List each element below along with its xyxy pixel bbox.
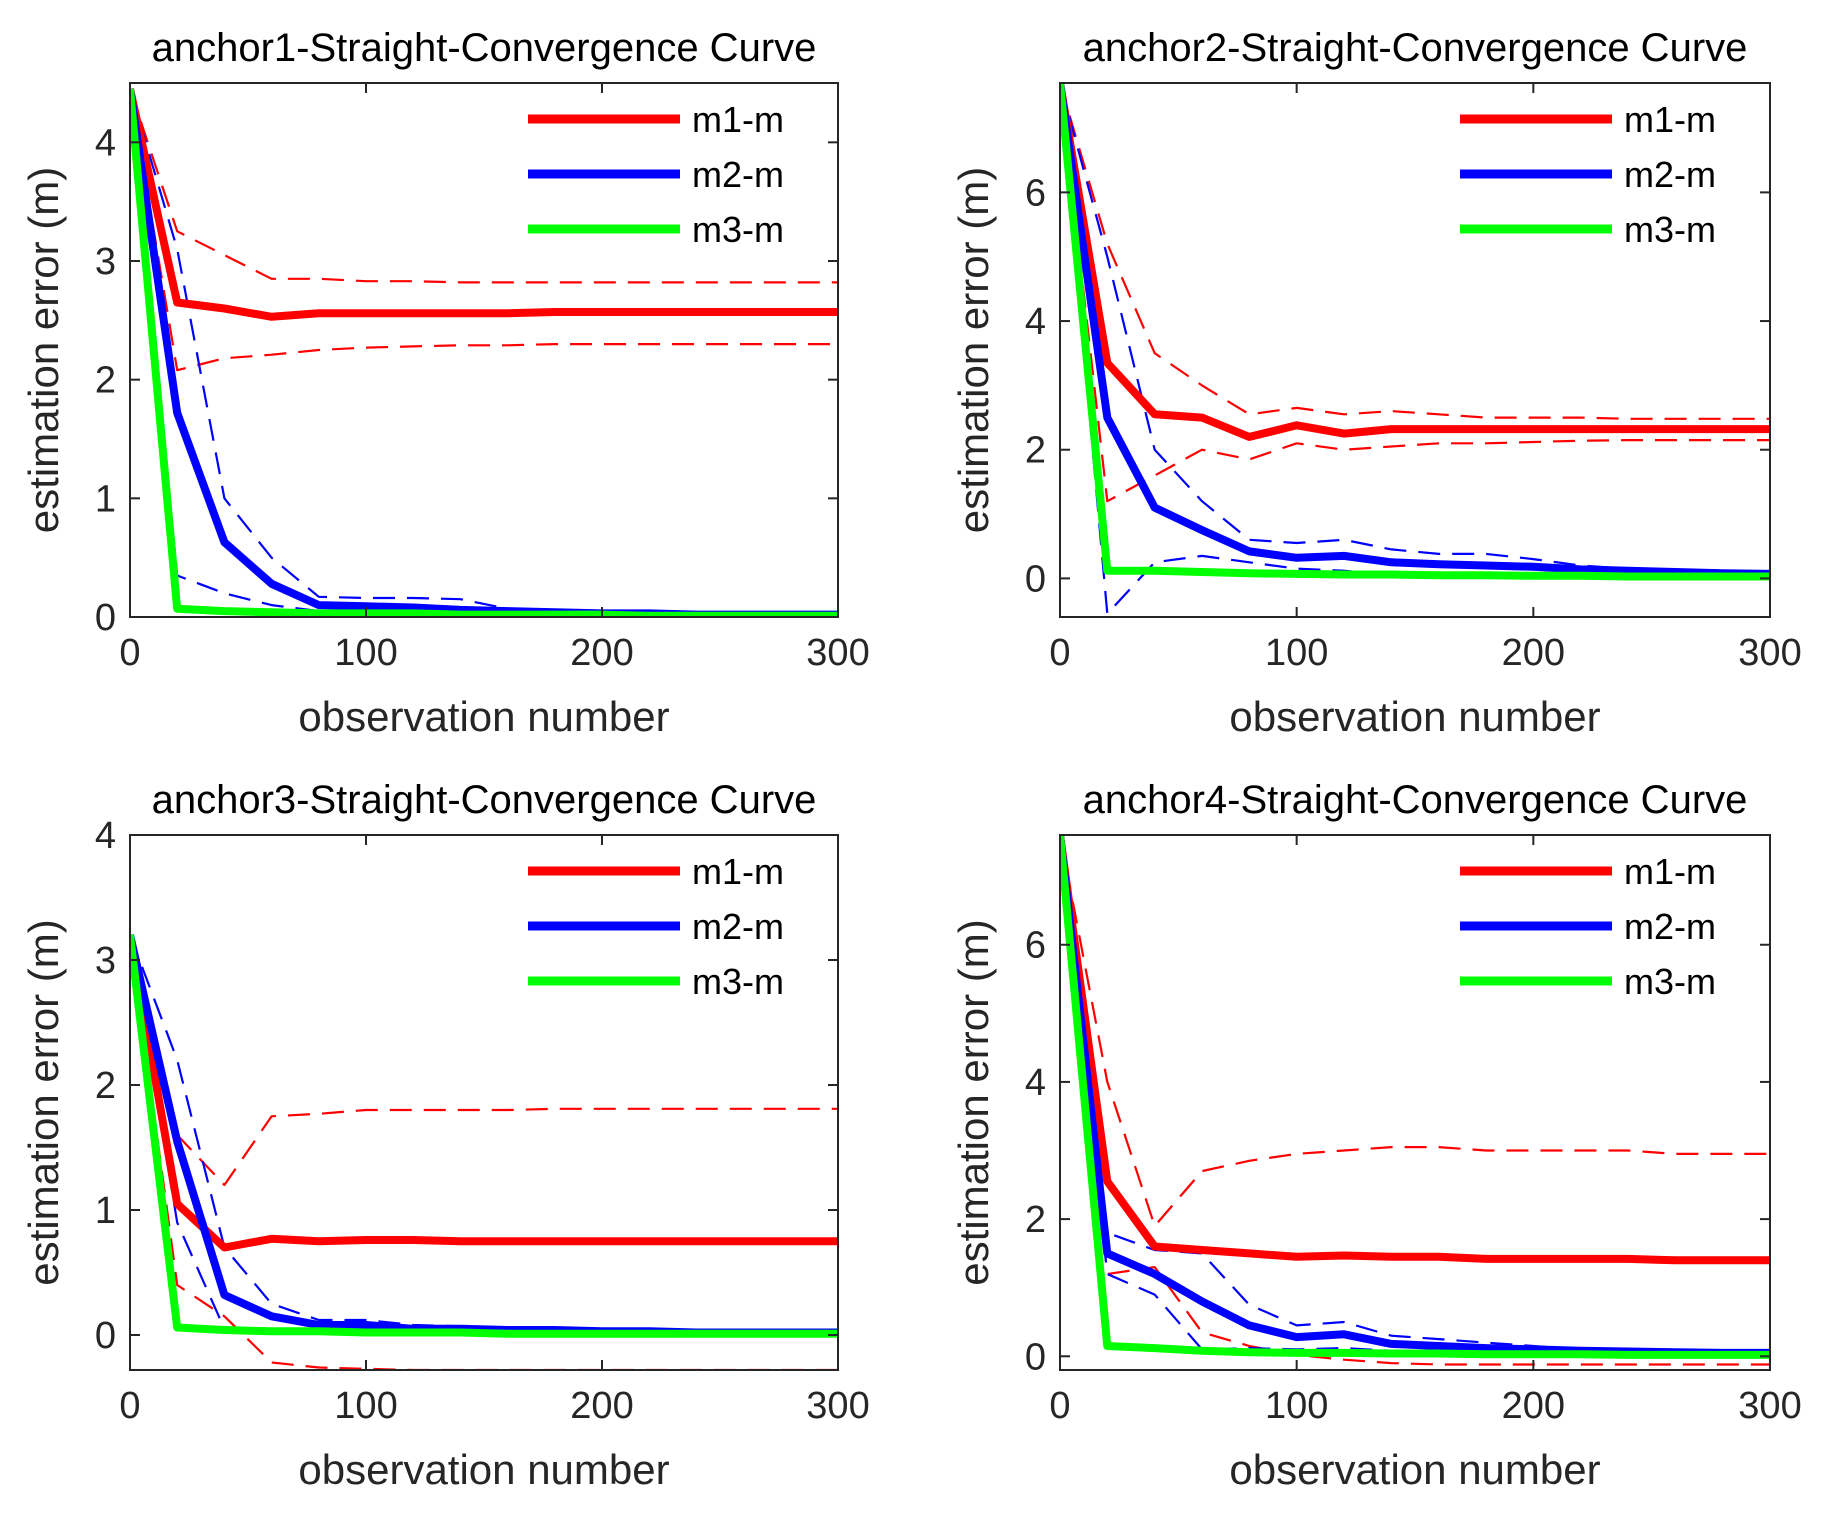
x-tick-label: 100	[1265, 1385, 1328, 1427]
legend-label-m2-m: m2-m	[1624, 906, 1716, 947]
x-tick-label: 200	[1502, 1385, 1565, 1427]
y-tick-label: 2	[1025, 1199, 1046, 1241]
series-line-m1-m-lower	[130, 88, 838, 372]
x-tick-label: 0	[119, 1385, 140, 1427]
y-axis-label: estimation error (m)	[950, 919, 997, 1285]
y-tick-label: 0	[95, 1315, 116, 1357]
y-tick-label: 0	[95, 597, 116, 639]
x-tick-label: 0	[1049, 632, 1070, 674]
series-line-m2-m	[1060, 83, 1770, 578]
legend-label-m2-m: m2-m	[692, 906, 784, 947]
y-tick-label: 4	[95, 122, 116, 164]
y-tick-label: 6	[1025, 925, 1046, 967]
legend-label-m2-m: m2-m	[692, 154, 784, 195]
y-tick-label: 2	[95, 1065, 116, 1107]
series-line-m1-m-lower	[1060, 83, 1770, 503]
series-line-m1-m-upper	[1060, 83, 1770, 420]
x-tick-label: 300	[806, 1385, 869, 1427]
x-axis-label: observation number	[298, 693, 669, 740]
x-tick-label: 300	[1738, 1385, 1801, 1427]
chart-title: anchor2-Straight-Convergence Curve	[1083, 26, 1748, 70]
series-line-m3-m	[1060, 835, 1770, 1359]
chart-title: anchor4-Straight-Convergence Curve	[1083, 778, 1748, 822]
series-line-m2-m-lower	[1060, 835, 1770, 1356]
x-tick-label: 300	[1738, 632, 1801, 674]
series-line-m1-m	[1060, 83, 1770, 441]
legend-label-m2-m: m2-m	[1624, 154, 1716, 195]
series-line-m1-m-lower	[130, 934, 838, 1370]
legend-label-m1-m: m1-m	[1624, 851, 1716, 892]
series-line-m1-m-upper	[1060, 835, 1770, 1228]
series-line-m3-m	[1060, 83, 1770, 581]
series-line-m1-m-upper	[130, 934, 838, 1187]
y-tick-label: 4	[95, 815, 116, 857]
y-tick-label: 1	[95, 1190, 116, 1232]
y-tick-label: 2	[1025, 430, 1046, 472]
y-tick-label: 6	[1025, 172, 1046, 214]
series-line-m2-m-upper	[1060, 83, 1770, 575]
y-tick-label: 4	[1025, 1062, 1046, 1104]
y-tick-label: 2	[95, 360, 116, 402]
legend-label-m1-m: m1-m	[692, 851, 784, 892]
axes-box	[1059, 834, 1771, 1371]
axes-box	[1059, 82, 1771, 618]
legend-label-m3-m: m3-m	[1624, 209, 1716, 250]
legend-label-m1-m: m1-m	[692, 99, 784, 140]
x-tick-label: 100	[1265, 632, 1328, 674]
x-tick-label: 100	[334, 632, 397, 674]
x-tick-label: 200	[1502, 632, 1565, 674]
chart-title: anchor1-Straight-Convergence Curve	[152, 26, 817, 70]
y-tick-label: 1	[95, 478, 116, 520]
series-line-m1-m	[1060, 835, 1770, 1265]
x-axis-label: observation number	[1229, 693, 1600, 740]
axes-box	[129, 834, 839, 1371]
x-tick-label: 200	[570, 632, 633, 674]
legend-label-m3-m: m3-m	[692, 209, 784, 250]
y-tick-label: 4	[1025, 301, 1046, 343]
series-line-m3-m	[130, 88, 838, 617]
y-tick-label: 3	[95, 940, 116, 982]
y-axis-label: estimation error (m)	[20, 919, 67, 1285]
x-axis-label: observation number	[1229, 1446, 1600, 1493]
chart-title: anchor3-Straight-Convergence Curve	[152, 778, 817, 822]
x-tick-label: 0	[1049, 1385, 1070, 1427]
series-line-m1-m	[130, 88, 838, 321]
x-tick-label: 100	[334, 1385, 397, 1427]
x-tick-label: 0	[119, 632, 140, 674]
legend-label-m1-m: m1-m	[1624, 99, 1716, 140]
series-line-m3-m	[130, 934, 838, 1338]
y-tick-label: 0	[1025, 1336, 1046, 1378]
series-line-m1-m	[130, 934, 838, 1252]
y-tick-label: 3	[95, 241, 116, 283]
y-axis-label: estimation error (m)	[950, 167, 997, 533]
legend-label-m3-m: m3-m	[1624, 961, 1716, 1002]
series-line-m1-m-lower	[1060, 835, 1770, 1366]
x-tick-label: 300	[806, 632, 869, 674]
axes-box	[129, 82, 839, 618]
x-tick-label: 200	[570, 1385, 633, 1427]
y-tick-label: 0	[1025, 558, 1046, 600]
y-axis-label: estimation error (m)	[20, 167, 67, 533]
x-axis-label: observation number	[298, 1446, 669, 1493]
legend-label-m3-m: m3-m	[692, 961, 784, 1002]
